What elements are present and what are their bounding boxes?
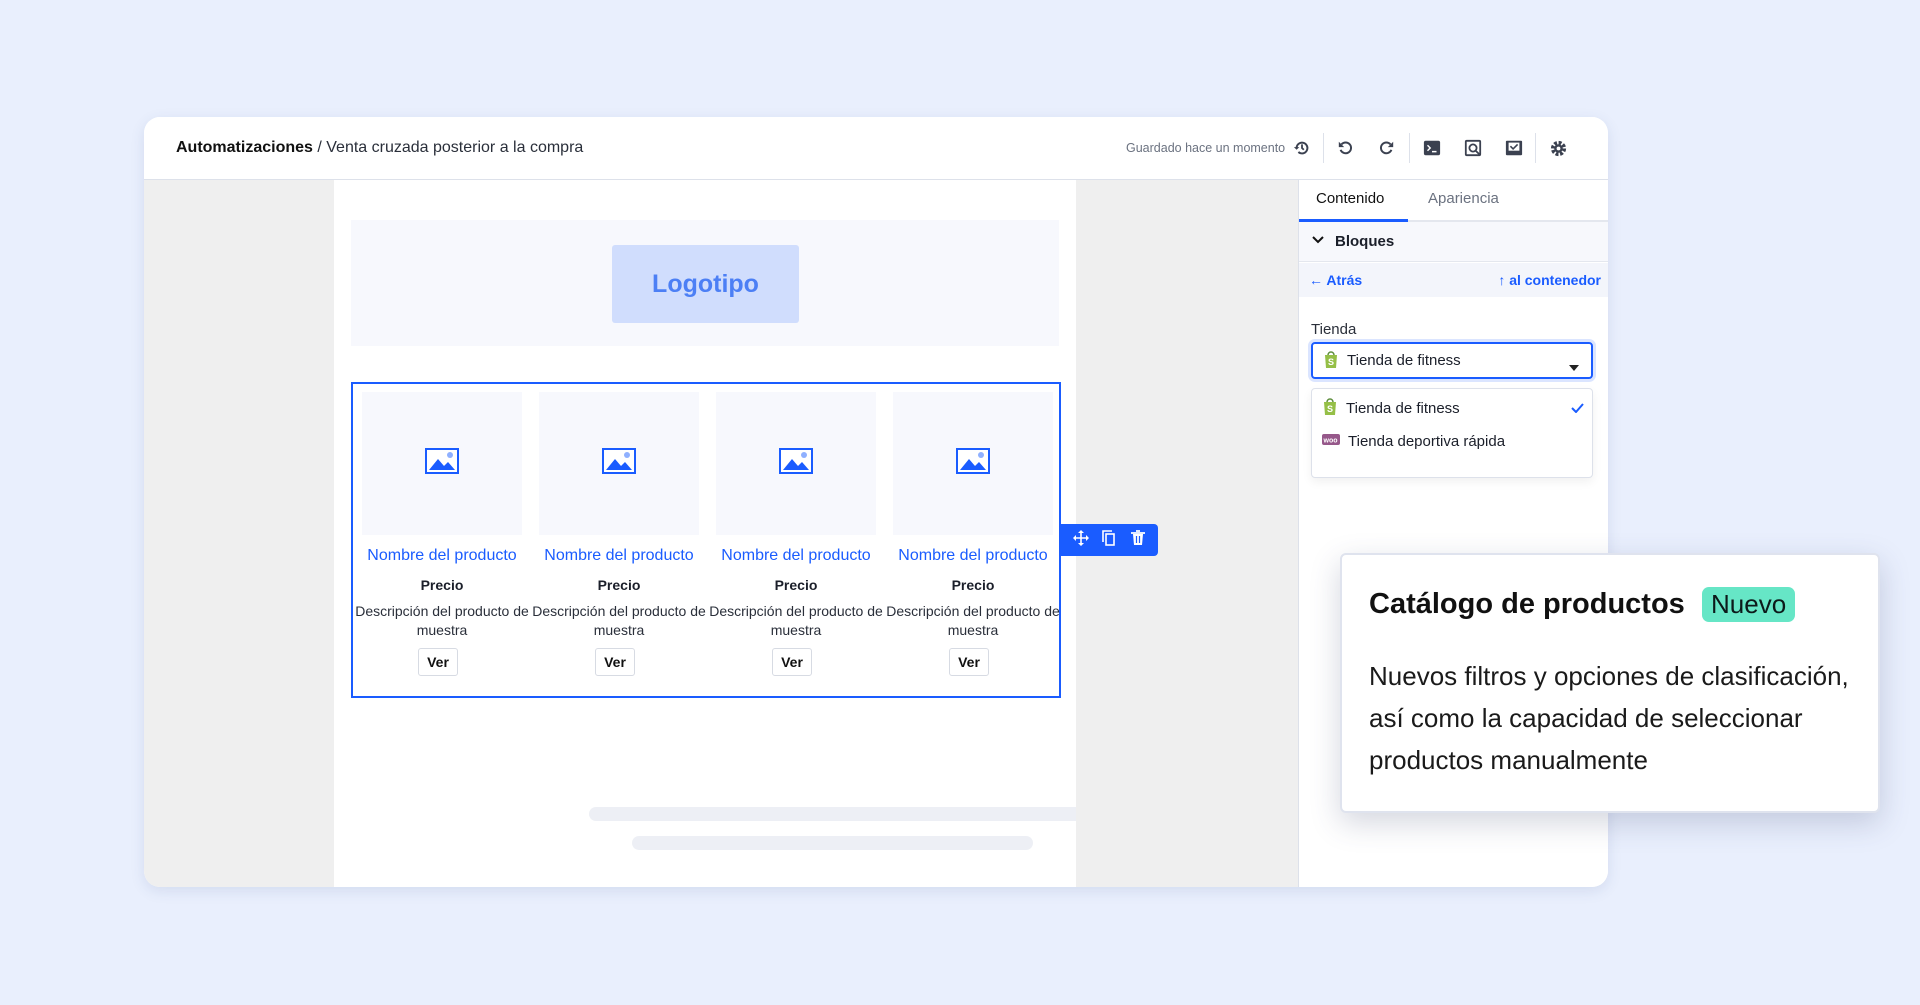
product-card: Nombre del producto Precio Descripción d… xyxy=(709,392,883,692)
store-dropdown: S Tienda de fitness woo Tienda deportiva… xyxy=(1311,388,1593,478)
product-price: Precio xyxy=(774,577,818,593)
product-image-placeholder[interactable] xyxy=(362,392,522,535)
product-image-placeholder[interactable] xyxy=(893,392,1053,535)
undo-icon[interactable] xyxy=(1334,136,1358,160)
divider xyxy=(1409,133,1410,163)
shopify-icon: S xyxy=(1323,350,1339,372)
test-check-icon[interactable] xyxy=(1502,136,1526,160)
caret-down-icon xyxy=(1569,358,1579,375)
image-icon xyxy=(779,448,813,479)
image-icon xyxy=(956,448,990,479)
arrow-up-icon: ↑ xyxy=(1498,272,1510,288)
store-select[interactable]: S Tienda de fitness xyxy=(1311,342,1593,379)
product-description: Descripción del producto de muestra xyxy=(532,603,706,638)
divider xyxy=(1535,133,1536,163)
to-container-label: al contenedor xyxy=(1509,272,1601,288)
svg-text:S: S xyxy=(1327,404,1333,414)
move-icon[interactable] xyxy=(1073,529,1090,551)
saved-status: Guardado hace un momento xyxy=(1126,141,1286,155)
breadcrumb: Automatizaciones / Venta cruzada posteri… xyxy=(176,139,583,157)
announcement-title: Catálogo de productos xyxy=(1369,588,1685,620)
option-label: Tienda de fitness xyxy=(1346,399,1460,417)
settings-gear-icon[interactable] xyxy=(1546,136,1570,160)
svg-text:woo: woo xyxy=(1323,438,1338,445)
product-name[interactable]: Nombre del producto xyxy=(544,547,694,564)
redo-icon[interactable] xyxy=(1374,136,1398,160)
option-label: Tienda deportiva rápida xyxy=(1348,433,1506,450)
store-select-value: Tienda de fitness xyxy=(1347,352,1461,369)
store-label: Tienda xyxy=(1311,321,1357,338)
editor-window: Automatizaciones / Venta cruzada posteri… xyxy=(144,117,1608,887)
blocks-section-header[interactable]: Bloques xyxy=(1299,222,1608,262)
product-price: Precio xyxy=(420,577,464,593)
image-icon xyxy=(425,448,459,479)
view-product-button[interactable]: Ver xyxy=(595,648,635,676)
header: Automatizaciones / Venta cruzada posteri… xyxy=(144,117,1608,180)
announcement-body: Nuevos filtros y opciones de clasificaci… xyxy=(1369,661,1849,775)
new-badge: Nuevo xyxy=(1702,587,1796,622)
product-name[interactable]: Nombre del producto xyxy=(898,547,1048,564)
skeleton-line xyxy=(589,807,1094,821)
delete-icon[interactable] xyxy=(1130,529,1146,551)
product-price: Precio xyxy=(597,577,641,593)
store-option[interactable]: S Tienda de fitness xyxy=(1322,397,1584,419)
skeleton-line xyxy=(632,836,1033,850)
view-product-button[interactable]: Ver xyxy=(949,648,989,676)
history-icon[interactable] xyxy=(1290,136,1314,160)
product-block[interactable]: Nombre del producto Precio Descripción d… xyxy=(351,382,1061,698)
preview-icon[interactable] xyxy=(1461,136,1485,160)
view-product-button[interactable]: Ver xyxy=(418,648,458,676)
arrow-left-icon: ← xyxy=(1309,272,1327,288)
product-card: Nombre del producto Precio Descripción d… xyxy=(532,392,706,692)
product-card: Nombre del producto Precio Descripción d… xyxy=(886,392,1060,692)
breadcrumb-separator: / xyxy=(312,139,327,156)
chevron-down-icon xyxy=(1311,233,1325,251)
woocommerce-icon: woo xyxy=(1322,433,1340,450)
tab-contenido[interactable]: Contenido xyxy=(1316,190,1385,207)
block-navigation: ← Atrás ↑ al contenedor xyxy=(1299,263,1608,297)
feature-announcement-card: Catálogo de productos Nuevo Nuevos filtr… xyxy=(1340,553,1880,813)
tab-apariencia[interactable]: Apariencia xyxy=(1428,190,1499,207)
duplicate-icon[interactable] xyxy=(1101,529,1117,551)
image-icon xyxy=(602,448,636,479)
email-canvas: Logotipo Nombre del producto Precio Desc… xyxy=(334,180,1094,887)
product-description: Descripción del producto de muestra xyxy=(355,603,529,638)
view-product-button[interactable]: Ver xyxy=(772,648,812,676)
store-option[interactable]: woo Tienda deportiva rápida xyxy=(1322,433,1584,450)
shopify-icon: S xyxy=(1322,397,1338,419)
logo-section[interactable]: Logotipo xyxy=(351,220,1059,346)
back-label: Atrás xyxy=(1326,272,1363,288)
breadcrumb-current: Venta cruzada posterior a la compra xyxy=(326,139,584,156)
logo-placeholder[interactable]: Logotipo xyxy=(612,245,799,323)
section-title: Bloques xyxy=(1335,233,1395,250)
product-description: Descripción del producto de muestra xyxy=(709,603,883,638)
product-price: Precio xyxy=(951,577,995,593)
panel-tabs: Contenido Apariencia xyxy=(1299,180,1608,223)
terminal-icon[interactable] xyxy=(1420,136,1444,160)
breadcrumb-root[interactable]: Automatizaciones xyxy=(176,139,313,156)
check-icon xyxy=(1571,400,1584,417)
product-card: Nombre del producto Precio Descripción d… xyxy=(355,392,529,692)
canvas-margin-left xyxy=(144,180,334,887)
divider xyxy=(1323,133,1324,163)
to-container-link[interactable]: ↑ al contenedor xyxy=(1498,272,1601,288)
active-tab-indicator xyxy=(1299,219,1408,223)
product-name[interactable]: Nombre del producto xyxy=(721,547,871,564)
back-link[interactable]: ← Atrás xyxy=(1309,272,1362,288)
block-toolbar xyxy=(1061,524,1158,556)
product-image-placeholder[interactable] xyxy=(716,392,876,535)
product-name[interactable]: Nombre del producto xyxy=(367,547,517,564)
product-image-placeholder[interactable] xyxy=(539,392,699,535)
product-description: Descripción del producto de muestra xyxy=(886,603,1060,638)
svg-text:S: S xyxy=(1328,357,1334,367)
